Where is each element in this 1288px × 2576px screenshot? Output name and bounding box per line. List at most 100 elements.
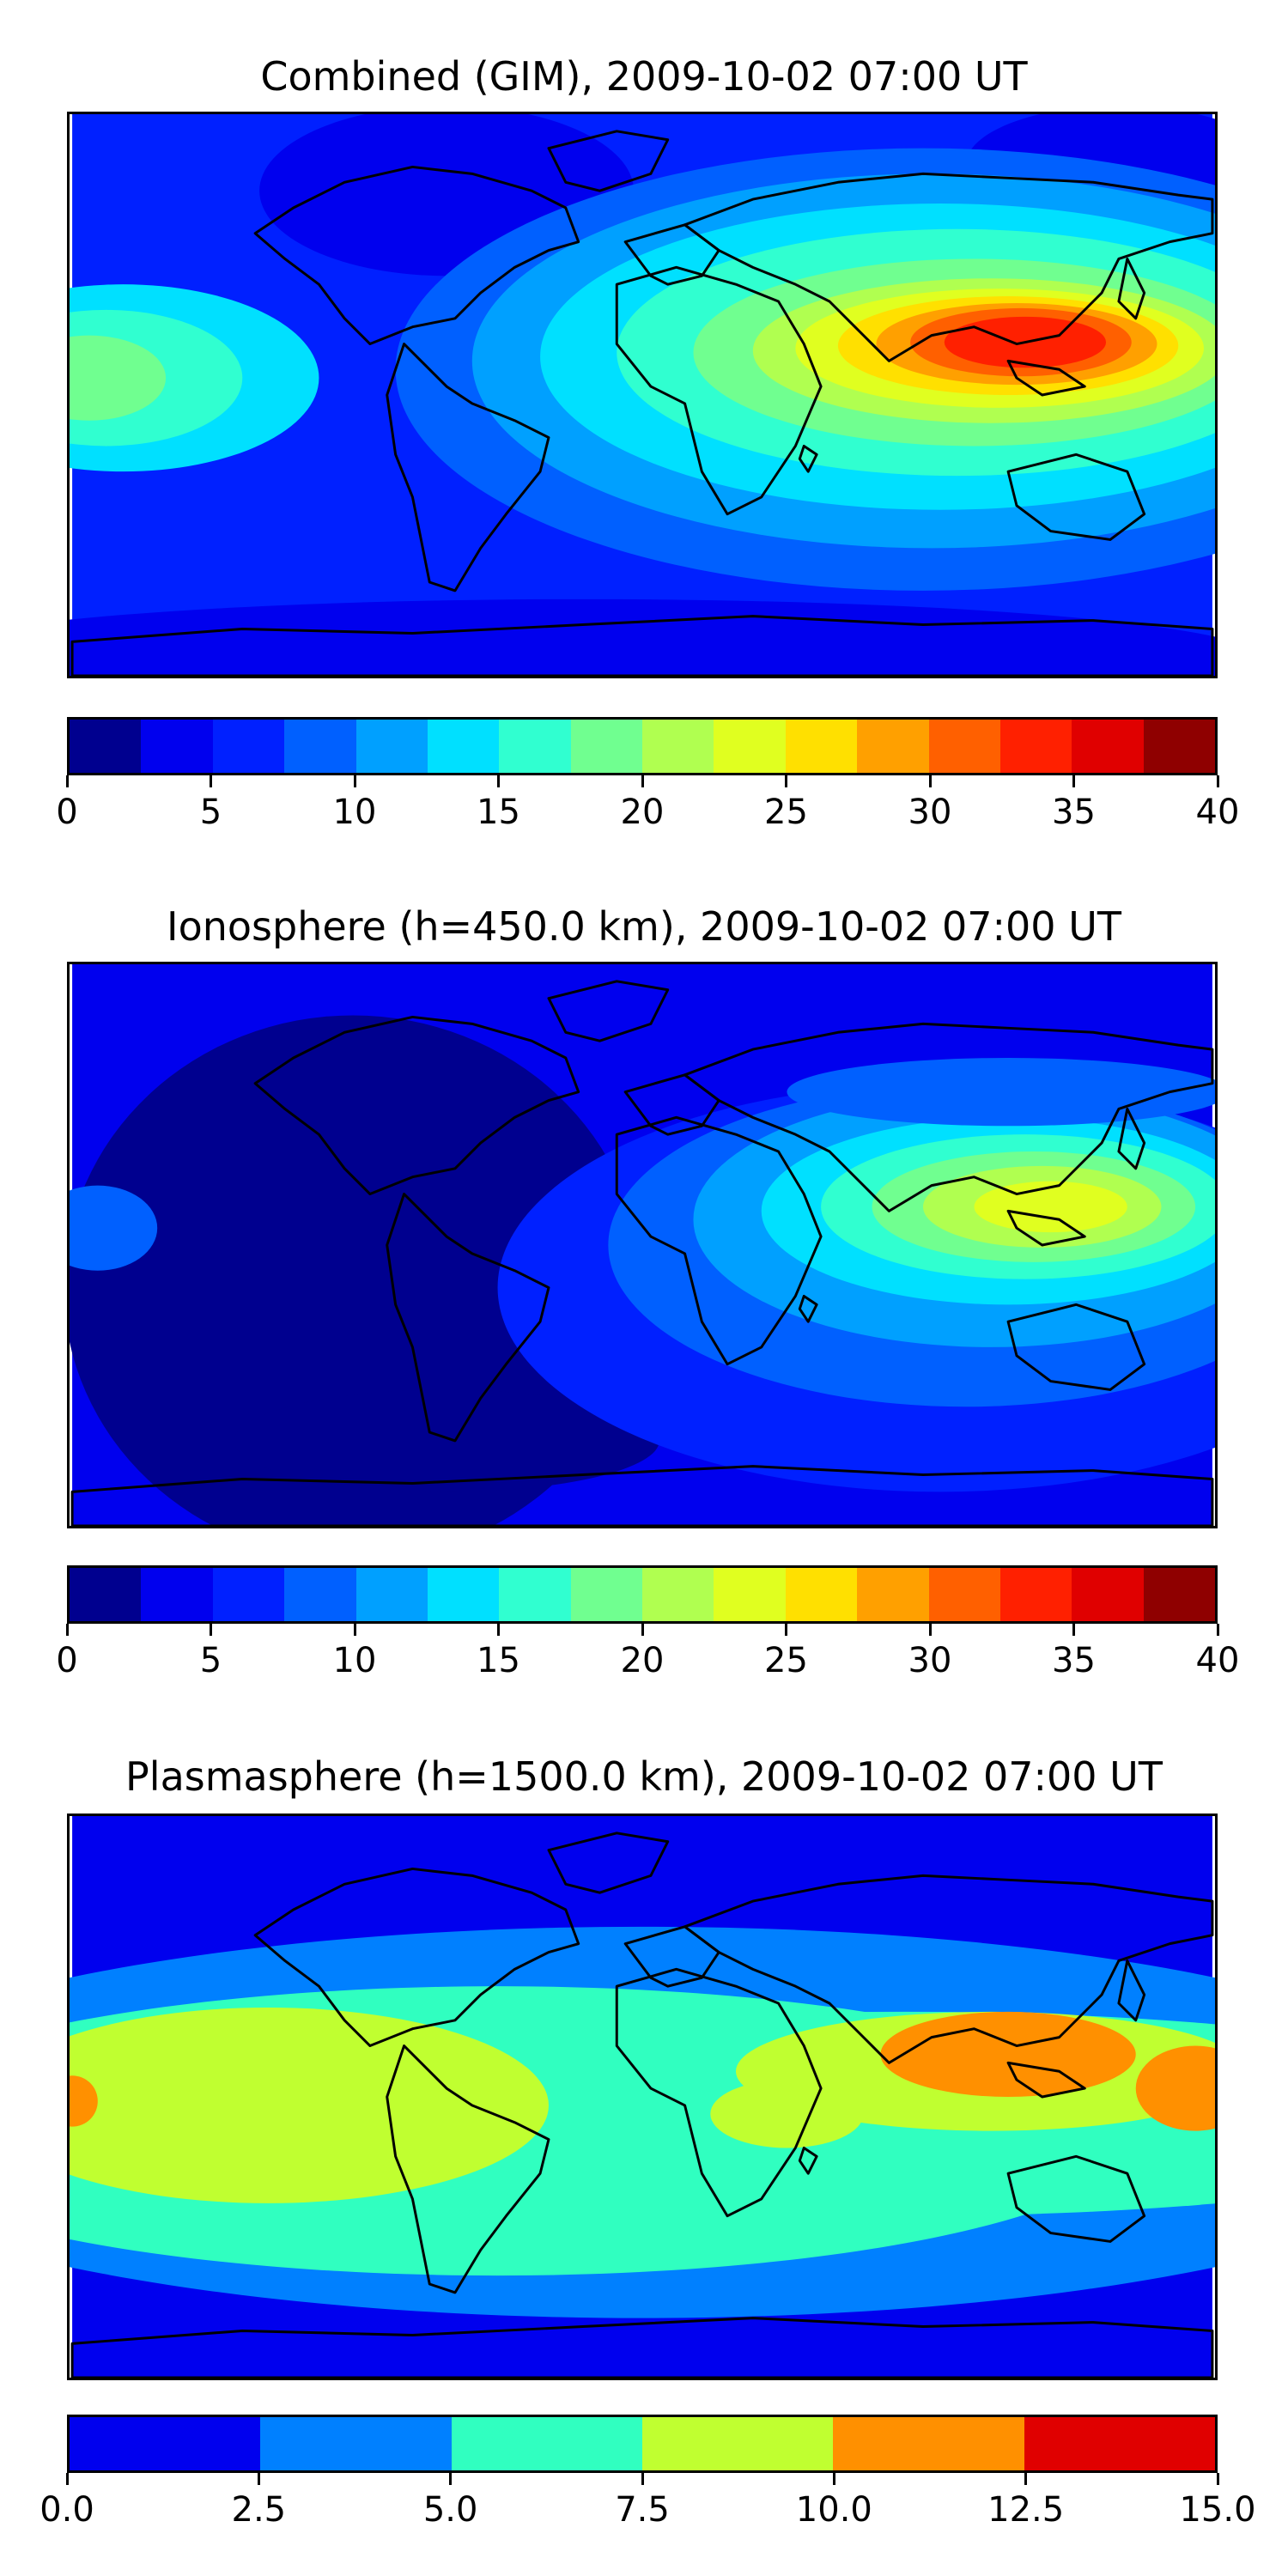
colorbar-level-15 xyxy=(1143,1568,1215,1621)
colorbar-level-5 xyxy=(1024,2417,1215,2470)
colorbar xyxy=(67,2415,1218,2473)
colorbar-level-1 xyxy=(141,1568,213,1621)
tec-contour-region xyxy=(70,1185,158,1271)
coastline xyxy=(253,165,580,346)
coastline xyxy=(386,1193,550,1443)
colorbar-tick-label: 10 xyxy=(332,1641,377,1680)
tec-contour-region xyxy=(710,2080,864,2148)
colorbar-tick-label: 35 xyxy=(1052,793,1096,832)
coastline xyxy=(615,1115,823,1366)
colorbar-ticks: 0 5 10 15 20 25 30 35 40 xyxy=(56,1624,1239,1684)
colorbar-tick-label: 0 xyxy=(56,1641,78,1680)
coastline xyxy=(798,444,818,473)
colorbar-tick-label: 30 xyxy=(908,793,952,832)
colorbar-tick-label: 15.0 xyxy=(1179,2490,1256,2530)
colorbar-level-13 xyxy=(999,1568,1072,1621)
tec-map xyxy=(67,962,1218,1528)
colorbar-level-2 xyxy=(212,720,285,773)
tec-contour-region xyxy=(880,2011,1136,2097)
coastline xyxy=(683,1022,1214,1212)
colorbar-level-9 xyxy=(714,1568,786,1621)
colorbar-tick-label: 25 xyxy=(764,1641,808,1680)
colorbar-level-7 xyxy=(570,1568,642,1621)
tec-contour-region xyxy=(70,2075,98,2127)
panel-title: Combined (GIM), 2009-10-02 07:00 UT xyxy=(260,53,1028,100)
coastline xyxy=(386,2044,550,2294)
colorbar-level-9 xyxy=(714,720,786,773)
tec-contour-region xyxy=(70,2007,549,2203)
coastline xyxy=(70,615,1214,676)
colorbar-level-1 xyxy=(141,720,213,773)
coastline xyxy=(798,2146,818,2175)
colorbar-level-0 xyxy=(70,720,142,773)
colorbar-level-14 xyxy=(1072,720,1144,773)
coastline xyxy=(1006,2154,1146,2243)
coastline xyxy=(798,1294,818,1323)
colorbar-level-12 xyxy=(928,1568,1000,1621)
coastline xyxy=(1006,1209,1086,1247)
colorbar-tick-label: 10 xyxy=(332,793,377,832)
colorbar-tick-label: 0 xyxy=(56,793,78,832)
coastline xyxy=(547,130,670,192)
colorbar-level-10 xyxy=(785,1568,858,1621)
colorbar-tick-label: 25 xyxy=(764,793,808,832)
coastline xyxy=(253,1867,580,2048)
colorbar-tick-label: 0.0 xyxy=(39,2490,94,2530)
colorbar-level-1 xyxy=(260,2417,452,2470)
colorbar-tick-label: 5 xyxy=(199,793,222,832)
colorbar-tick-label: 10.0 xyxy=(795,2490,872,2530)
colorbar-level-0 xyxy=(70,2417,261,2470)
colorbar-level-3 xyxy=(284,720,356,773)
colorbar-level-5 xyxy=(427,1568,500,1621)
colorbar-tick-label: 15 xyxy=(477,1641,520,1680)
coastline xyxy=(615,1967,823,2218)
panel-title: Plasmasphere (h=1500.0 km), 2009-10-02 0… xyxy=(125,1753,1163,1800)
colorbar-level-12 xyxy=(928,720,1000,773)
colorbar xyxy=(67,717,1218,775)
coastline xyxy=(70,1465,1214,1526)
colorbar-level-14 xyxy=(1072,1568,1144,1621)
colorbar-tick-label: 20 xyxy=(620,1641,665,1680)
coastline xyxy=(386,343,550,592)
colorbar-level-4 xyxy=(355,720,428,773)
colorbar-ticks: 0 5 10 15 20 25 30 35 40 xyxy=(56,775,1239,835)
coastline xyxy=(547,980,670,1042)
colorbar-tick-label: 5 xyxy=(199,1641,222,1680)
colorbar-level-11 xyxy=(857,1568,929,1621)
panel-title: Ionosphere (h=450.0 km), 2009-10-02 07:0… xyxy=(167,903,1121,950)
colorbar-tick-label: 20 xyxy=(620,793,665,832)
colorbar-tick-label: 40 xyxy=(1195,1641,1240,1680)
colorbar-level-2 xyxy=(212,1568,285,1621)
coastline xyxy=(1006,359,1086,397)
coastline xyxy=(1117,257,1146,320)
colorbar-tick-label: 30 xyxy=(908,1641,952,1680)
colorbar-level-6 xyxy=(499,1568,571,1621)
colorbar-level-0 xyxy=(70,1568,142,1621)
colorbar-tick-label: 40 xyxy=(1195,793,1240,832)
colorbar-tick-label: 2.5 xyxy=(231,2490,287,2530)
colorbar-level-4 xyxy=(833,2417,1024,2470)
tec-map xyxy=(67,112,1218,678)
colorbar-level-8 xyxy=(642,1568,714,1621)
colorbar-ticks: 0.0 2.5 5.0 7.5 10.0 12.5 15.0 xyxy=(39,2473,1256,2533)
coastline xyxy=(1117,1107,1146,1170)
colorbar-level-8 xyxy=(642,720,714,773)
colorbar-tick-label: 15 xyxy=(477,793,520,832)
colorbar-level-11 xyxy=(857,720,929,773)
colorbar-tick-label: 7.5 xyxy=(615,2490,670,2530)
coastline xyxy=(1006,453,1146,541)
colorbar-level-6 xyxy=(499,720,571,773)
tec-contour-region xyxy=(1135,2045,1215,2131)
colorbar-level-5 xyxy=(427,720,500,773)
tec-contour-region xyxy=(70,335,167,421)
tec-contour-region xyxy=(787,1058,1215,1127)
colorbar-level-3 xyxy=(284,1568,356,1621)
colorbar-tick-label: 12.5 xyxy=(987,2490,1065,2530)
tec-contour-region xyxy=(70,598,1215,676)
coastline xyxy=(683,172,1214,362)
colorbar-level-10 xyxy=(785,720,858,773)
colorbar-level-13 xyxy=(999,720,1072,773)
colorbar-level-7 xyxy=(570,720,642,773)
coastline xyxy=(253,1015,580,1196)
coastline xyxy=(1117,1959,1146,2022)
